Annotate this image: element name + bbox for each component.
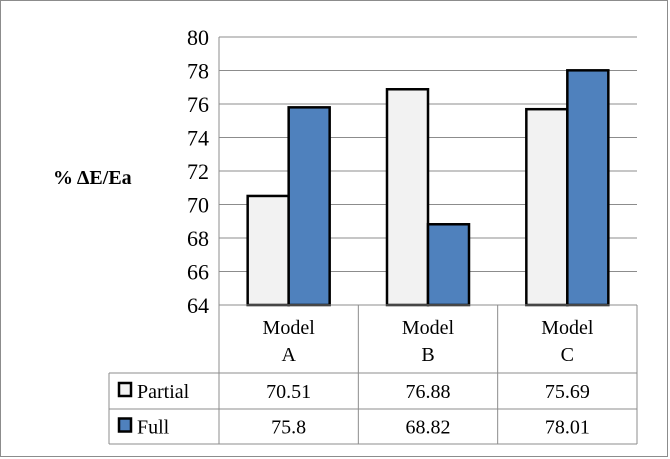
data-table-value: 75.69	[545, 381, 590, 403]
data-table-value: 76.88	[406, 381, 451, 403]
y-tick-label: 68	[187, 226, 209, 251]
data-table-value: 70.51	[266, 381, 311, 403]
data-table-value: 68.82	[406, 417, 451, 439]
data-table-value: 78.01	[545, 417, 590, 439]
y-tick-label: 72	[187, 159, 209, 184]
category-label-line2: B	[421, 344, 434, 366]
bar-partial-1	[385, 88, 430, 307]
y-axis-label: % ΔE/Ea	[53, 167, 132, 189]
bar-partial-2	[525, 107, 569, 307]
data-table-value: 75.8	[271, 417, 306, 439]
y-tick-label: 74	[187, 126, 209, 151]
y-tick-label: 80	[187, 25, 209, 50]
bar-partial-0	[246, 194, 290, 307]
category-label-line2: A	[281, 344, 296, 366]
y-tick-label: 66	[187, 260, 209, 285]
bar-full-1	[426, 223, 471, 307]
y-tick-label: 78	[187, 59, 209, 84]
legend-label-partial: Partial	[137, 381, 190, 403]
category-label-line1: Model	[402, 317, 455, 339]
y-tick-label: 64	[187, 293, 209, 318]
y-tick-label: 76	[187, 92, 209, 117]
category-label-line1: Model	[541, 317, 594, 339]
legend-label-full: Full	[137, 417, 170, 439]
category-label-line1: Model	[263, 317, 316, 339]
legend-key-full	[117, 417, 133, 433]
bar-full-0	[287, 106, 331, 307]
y-tick-label: 70	[187, 193, 209, 218]
bar-full-2	[566, 69, 610, 307]
legend-key-partial	[117, 381, 133, 398]
category-label-line2: C	[561, 344, 574, 366]
